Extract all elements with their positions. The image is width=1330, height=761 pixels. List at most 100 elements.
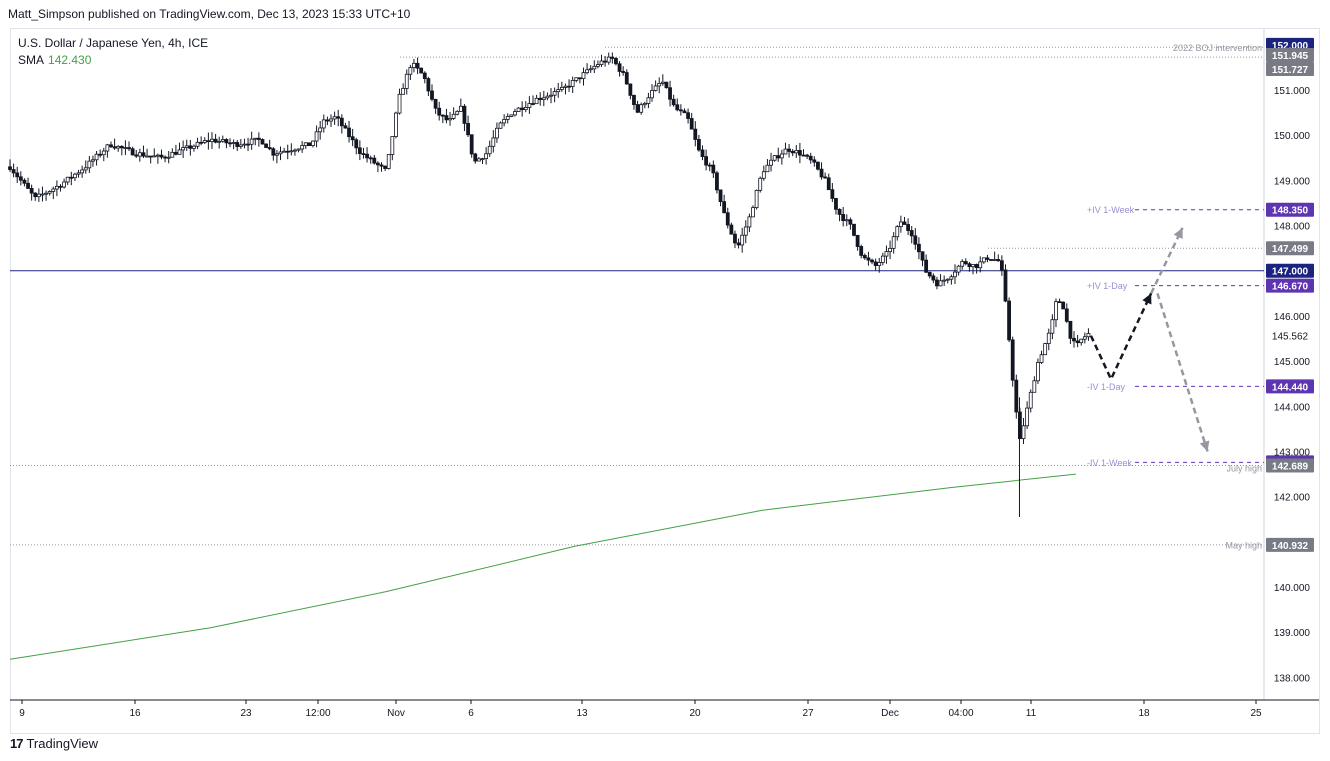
y-tick-label: 151.000 xyxy=(1274,86,1311,97)
candle-body xyxy=(238,144,243,147)
candle-body xyxy=(54,185,59,190)
candle-body xyxy=(213,138,218,143)
candle-body xyxy=(36,193,41,198)
candle-body xyxy=(47,191,52,194)
candle-body xyxy=(235,142,240,147)
sma-legend[interactable]: SMA 142.430 xyxy=(18,52,208,69)
candle-body xyxy=(779,153,784,159)
x-tick-label: 27 xyxy=(802,708,814,719)
candle-body xyxy=(783,148,788,155)
symbol-title[interactable]: U.S. Dollar / Japanese Yen, 4h, ICE xyxy=(18,36,209,50)
candle-body xyxy=(404,73,409,89)
y-tick-label: 142.000 xyxy=(1274,493,1311,504)
candle-body xyxy=(819,168,824,178)
candle-body xyxy=(368,157,373,160)
candle-body xyxy=(693,128,698,140)
candle-body xyxy=(668,87,672,100)
candle-body xyxy=(902,221,907,225)
candle-body xyxy=(206,140,211,142)
candle-body xyxy=(379,164,384,167)
candle-body xyxy=(621,71,626,73)
candle-body xyxy=(758,177,763,191)
y-tick-label: 140.000 xyxy=(1274,583,1311,594)
y-tick-label: 143.000 xyxy=(1274,447,1311,458)
x-tick-label: 04:00 xyxy=(948,708,973,719)
candle-body xyxy=(650,90,654,99)
candle-body xyxy=(924,259,929,273)
candle-body xyxy=(570,80,575,87)
candle-body xyxy=(210,138,214,142)
candle-body xyxy=(87,160,92,169)
candle-body xyxy=(1003,269,1008,302)
candle-body xyxy=(487,145,492,155)
candle-body xyxy=(80,169,85,174)
candle-body xyxy=(480,158,485,161)
candle-body xyxy=(945,278,950,281)
x-tick-label: 16 xyxy=(129,708,141,719)
candle-body xyxy=(999,260,1004,271)
candle-body xyxy=(253,137,258,140)
candle-body xyxy=(275,153,279,156)
candle-body xyxy=(1010,339,1015,381)
candle-body xyxy=(1075,340,1080,344)
candle-body xyxy=(873,261,878,266)
projection-arrowhead xyxy=(1142,293,1152,305)
candle-body xyxy=(646,97,651,104)
candle-body xyxy=(40,193,45,196)
candle-body xyxy=(339,117,344,127)
candle-body xyxy=(332,116,337,120)
candle-body xyxy=(769,159,773,166)
candle-body xyxy=(484,153,489,160)
x-tick-label: 20 xyxy=(689,708,701,719)
candle-body xyxy=(830,189,835,199)
candle-body xyxy=(101,150,106,156)
price-tag xyxy=(1266,537,1314,552)
candle-body xyxy=(686,112,690,119)
candle-body xyxy=(321,119,326,129)
candle-body xyxy=(105,144,110,152)
candle-body xyxy=(440,114,445,117)
candle-body xyxy=(588,68,593,71)
annotation-label: -IV 1-Day xyxy=(1087,382,1126,392)
candle-body xyxy=(163,156,167,159)
x-tick-label: 23 xyxy=(240,708,252,719)
candle-body xyxy=(743,226,748,236)
candle-body xyxy=(888,247,892,252)
candle-body xyxy=(1039,354,1044,363)
candle-body xyxy=(545,95,550,99)
candle-body xyxy=(1057,301,1062,304)
candle-body xyxy=(415,62,420,69)
candle-body xyxy=(44,192,48,195)
candle-body xyxy=(632,94,636,105)
candle-body xyxy=(794,150,799,154)
candle-body xyxy=(552,91,557,96)
candle-body xyxy=(960,261,965,267)
candle-body xyxy=(83,167,88,171)
candle-body xyxy=(801,154,806,157)
candle-body xyxy=(523,107,528,110)
candle-body xyxy=(671,98,676,106)
candle-body xyxy=(736,242,741,246)
x-tick-label: 9 xyxy=(19,708,25,719)
candle-body xyxy=(462,105,467,124)
candle-body xyxy=(433,98,438,109)
candle-body xyxy=(1086,333,1091,338)
candle-body xyxy=(704,156,709,166)
y-tick-label: 139.000 xyxy=(1274,628,1311,639)
candle-body xyxy=(942,279,947,282)
candle-body xyxy=(577,77,582,80)
candle-body xyxy=(967,263,972,268)
candle-body xyxy=(458,105,463,112)
tradingview-logo[interactable]: 17 TradingView xyxy=(10,736,98,751)
y-tick-label: 150.000 xyxy=(1274,131,1311,142)
candle-body xyxy=(401,88,406,95)
chart-frame xyxy=(10,28,1320,734)
candle-body xyxy=(1068,320,1073,339)
candle-body xyxy=(347,127,351,138)
candle-body xyxy=(307,142,312,147)
candle-body xyxy=(289,150,294,153)
candle-body xyxy=(170,151,175,158)
candle-body xyxy=(556,89,561,93)
candle-body xyxy=(1043,343,1048,356)
